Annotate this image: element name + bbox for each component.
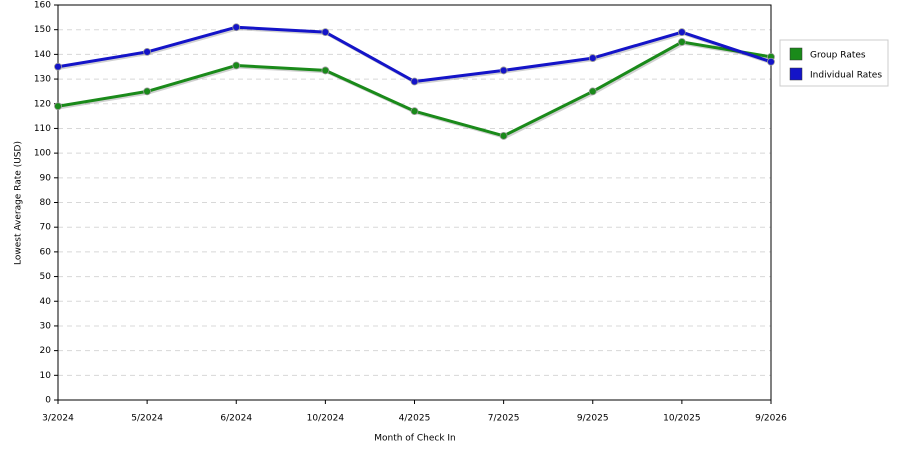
point bbox=[499, 66, 508, 75]
legend-swatch bbox=[789, 67, 803, 81]
legend-label: Group Rates bbox=[810, 51, 866, 61]
y-tick-label: 30 bbox=[40, 321, 52, 331]
point bbox=[767, 57, 775, 66]
point bbox=[677, 38, 686, 46]
y-tick-label: 10 bbox=[40, 371, 52, 381]
y-tick-label: 90 bbox=[40, 173, 52, 183]
legend-swatch bbox=[789, 47, 803, 61]
y-tick-label: 140 bbox=[34, 50, 51, 60]
point bbox=[143, 48, 152, 56]
point bbox=[232, 61, 241, 70]
y-tick-label: 40 bbox=[40, 297, 52, 307]
y-tick-label: 0 bbox=[45, 396, 51, 406]
point bbox=[677, 28, 686, 37]
y-tick-label: 100 bbox=[34, 149, 51, 159]
x-tick-label: 9/2026 bbox=[755, 414, 787, 424]
point bbox=[410, 77, 419, 86]
point bbox=[143, 87, 152, 96]
point bbox=[410, 107, 419, 116]
point bbox=[54, 62, 62, 71]
x-tick-label: 9/2025 bbox=[577, 414, 609, 424]
y-tick-label: 20 bbox=[40, 346, 52, 356]
point bbox=[588, 54, 597, 62]
point bbox=[499, 131, 508, 140]
y-axis-label: Lowest Average Rate (USD) bbox=[14, 141, 24, 265]
point bbox=[321, 66, 330, 75]
x-axis-label: Month of Check In bbox=[374, 434, 456, 444]
point bbox=[54, 102, 62, 111]
point bbox=[232, 23, 241, 32]
y-tick-label: 120 bbox=[34, 99, 51, 109]
y-tick-label: 150 bbox=[34, 25, 51, 35]
x-tick-label: 5/2024 bbox=[131, 414, 163, 424]
x-tick-label: 4/2025 bbox=[399, 414, 431, 424]
y-tick-label: 130 bbox=[34, 75, 51, 85]
y-tick-label: 110 bbox=[34, 124, 51, 134]
x-tick-label: 6/2024 bbox=[220, 414, 252, 424]
y-tick-label: 50 bbox=[40, 272, 52, 282]
point bbox=[321, 28, 330, 37]
y-tick-label: 80 bbox=[40, 198, 52, 208]
x-tick-label: 10/2024 bbox=[307, 414, 345, 424]
x-tick-label: 7/2025 bbox=[488, 414, 520, 424]
x-tick-label: 3/2024 bbox=[42, 414, 74, 424]
point bbox=[588, 87, 597, 96]
x-tick-label: 10/2025 bbox=[663, 414, 700, 424]
y-tick-label: 160 bbox=[34, 1, 51, 11]
legend-label: Individual Rates bbox=[810, 71, 882, 81]
y-tick-label: 60 bbox=[40, 247, 52, 257]
y-tick-label: 70 bbox=[40, 223, 52, 233]
